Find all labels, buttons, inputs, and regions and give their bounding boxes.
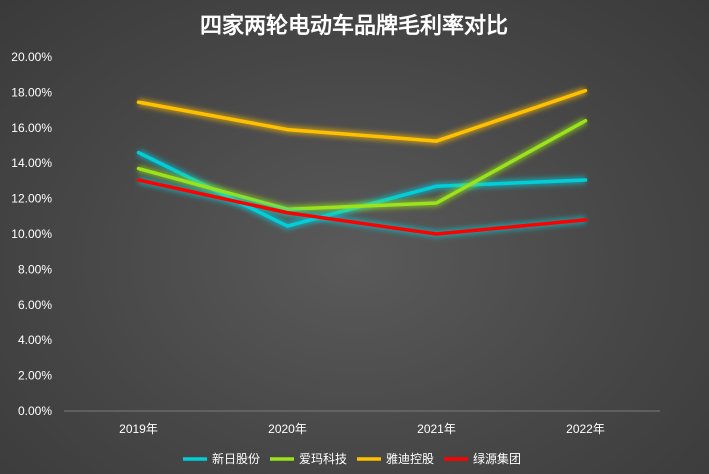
series-line — [136, 118, 588, 211]
data-point — [435, 184, 438, 188]
series-line — [136, 88, 588, 143]
data-point — [435, 201, 438, 205]
data-point — [584, 178, 587, 182]
legend-label: 爱玛科技 — [299, 452, 347, 466]
data-point — [584, 119, 587, 123]
x-tick-label: 2020年 — [268, 422, 307, 436]
y-tick-label: 0.00% — [18, 404, 52, 418]
y-tick-label: 2.00% — [18, 369, 52, 383]
y-tick-label: 4.00% — [18, 333, 52, 347]
data-point — [584, 218, 587, 222]
y-tick-label: 8.00% — [18, 262, 52, 276]
data-point — [137, 151, 140, 155]
legend-item[interactable]: 新日股份 — [183, 451, 260, 466]
y-tick-label: 12.00% — [11, 192, 52, 206]
y-tick-label: 6.00% — [18, 298, 52, 312]
data-point — [137, 178, 140, 182]
y-tick-label: 18.00% — [11, 85, 52, 99]
legend-label: 雅迪控股 — [386, 451, 434, 466]
legend-label: 绿源集团 — [473, 451, 521, 466]
data-point — [435, 232, 438, 236]
data-point — [584, 89, 587, 93]
legend-item[interactable]: 爱玛科技 — [270, 452, 347, 466]
y-tick-label: 14.00% — [11, 156, 52, 170]
y-tick-label: 20.00% — [11, 50, 52, 64]
x-tick-label: 2019年 — [119, 422, 158, 436]
legend-item[interactable]: 绿源集团 — [444, 451, 521, 466]
x-tick-label: 2022年 — [566, 422, 605, 436]
y-tick-label: 16.00% — [11, 121, 52, 135]
data-point — [286, 128, 289, 132]
series-line — [136, 178, 588, 236]
data-point — [286, 211, 289, 215]
data-point — [137, 100, 140, 104]
data-point — [137, 167, 140, 171]
x-tick-label: 2021年 — [417, 422, 456, 436]
legend-item[interactable]: 雅迪控股 — [357, 451, 434, 466]
legend-label: 新日股份 — [212, 451, 260, 466]
data-point — [435, 139, 438, 143]
y-tick-label: 10.00% — [11, 227, 52, 241]
data-point — [286, 224, 289, 228]
chart-title: 四家两轮电动车品牌毛利率对比 — [200, 13, 508, 39]
